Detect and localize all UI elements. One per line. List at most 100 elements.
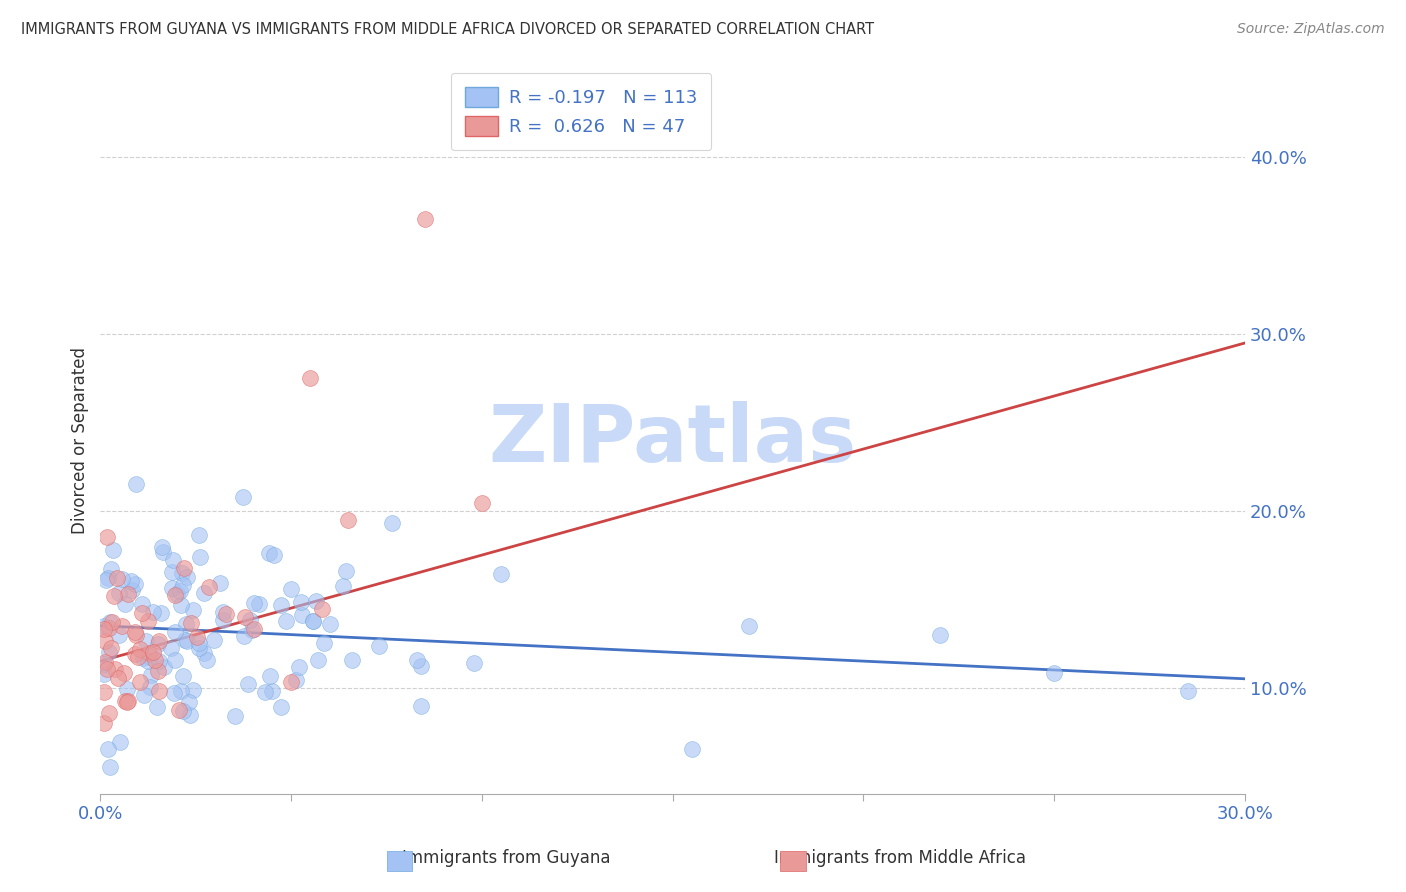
Point <box>259 668 281 682</box>
Point <box>290 595 312 609</box>
Point <box>132 650 155 665</box>
Point <box>160 641 183 656</box>
Point <box>179 707 201 722</box>
Point <box>176 570 198 584</box>
Text: Source: ZipAtlas.com: Source: ZipAtlas.com <box>1237 22 1385 37</box>
Point <box>117 694 139 708</box>
Point <box>98 621 121 635</box>
Point <box>299 371 322 385</box>
Point <box>93 657 115 671</box>
Text: Immigrants from Guyana: Immigrants from Guyana <box>402 849 610 867</box>
Point <box>148 654 170 668</box>
Point <box>212 613 235 627</box>
Point <box>152 545 174 559</box>
Point <box>180 616 202 631</box>
Point <box>121 582 143 597</box>
Point <box>176 633 198 648</box>
Point <box>124 577 146 591</box>
Point <box>471 496 494 510</box>
Point <box>100 640 122 655</box>
Point <box>163 624 186 639</box>
Point <box>291 607 314 622</box>
Point <box>257 546 280 560</box>
Point <box>114 693 136 707</box>
Point <box>304 593 326 607</box>
Point <box>280 675 302 690</box>
Point <box>162 686 184 700</box>
Point <box>108 735 131 749</box>
Point <box>129 675 152 690</box>
Point <box>193 586 215 600</box>
Point <box>681 742 703 756</box>
Point <box>288 660 311 674</box>
Point <box>232 490 254 504</box>
Point <box>148 633 170 648</box>
Point <box>284 673 307 687</box>
Point <box>173 560 195 574</box>
Point <box>105 571 128 585</box>
Point <box>270 599 292 613</box>
Point <box>249 597 271 611</box>
Point <box>117 587 139 601</box>
Point <box>413 212 436 227</box>
Point <box>232 629 254 643</box>
Point <box>94 573 117 587</box>
Point <box>98 760 121 774</box>
Point <box>242 622 264 636</box>
Point <box>125 477 148 491</box>
Point <box>314 636 336 650</box>
Point <box>96 662 118 676</box>
Point <box>1043 666 1066 681</box>
Point <box>93 622 115 636</box>
Point <box>163 653 186 667</box>
Point <box>138 681 160 695</box>
Point <box>215 607 238 621</box>
Point <box>280 582 302 597</box>
Point <box>332 579 354 593</box>
Point <box>97 742 120 756</box>
Point <box>93 685 115 699</box>
Point <box>98 645 121 659</box>
Point <box>181 603 204 617</box>
Point <box>928 627 950 641</box>
Point <box>107 671 129 685</box>
Point <box>98 706 121 721</box>
Point <box>239 613 262 627</box>
Point <box>188 528 211 542</box>
Point <box>111 619 134 633</box>
Point <box>114 597 136 611</box>
Point <box>145 700 167 714</box>
Point <box>96 530 118 544</box>
Point <box>181 682 204 697</box>
Point <box>162 553 184 567</box>
Point <box>236 677 259 691</box>
Point <box>738 619 761 633</box>
Text: IMMIGRANTS FROM GUYANA VS IMMIGRANTS FROM MIDDLE AFRICA DIVORCED OR SEPARATED CO: IMMIGRANTS FROM GUYANA VS IMMIGRANTS FRO… <box>21 22 875 37</box>
Point <box>409 659 432 673</box>
Point <box>94 655 117 669</box>
Point <box>160 565 183 579</box>
Point <box>148 637 170 651</box>
Point <box>169 584 191 599</box>
Point <box>108 628 131 642</box>
Point <box>179 695 201 709</box>
Point <box>132 688 155 702</box>
Point <box>172 705 194 719</box>
Point <box>136 654 159 668</box>
Text: ZIPatlas: ZIPatlas <box>488 401 856 479</box>
Point <box>319 616 342 631</box>
Point <box>160 581 183 595</box>
Point <box>202 632 225 647</box>
Point <box>342 653 364 667</box>
Point <box>302 614 325 628</box>
Legend: R = -0.197   N = 113, R =  0.626   N = 47: R = -0.197 N = 113, R = 0.626 N = 47 <box>451 72 711 150</box>
Point <box>110 573 132 587</box>
Point <box>335 565 357 579</box>
Point <box>195 653 218 667</box>
Point <box>150 541 173 555</box>
Point <box>489 567 512 582</box>
Point <box>307 653 329 667</box>
Point <box>139 668 162 682</box>
Point <box>172 669 194 683</box>
Point <box>150 607 173 621</box>
